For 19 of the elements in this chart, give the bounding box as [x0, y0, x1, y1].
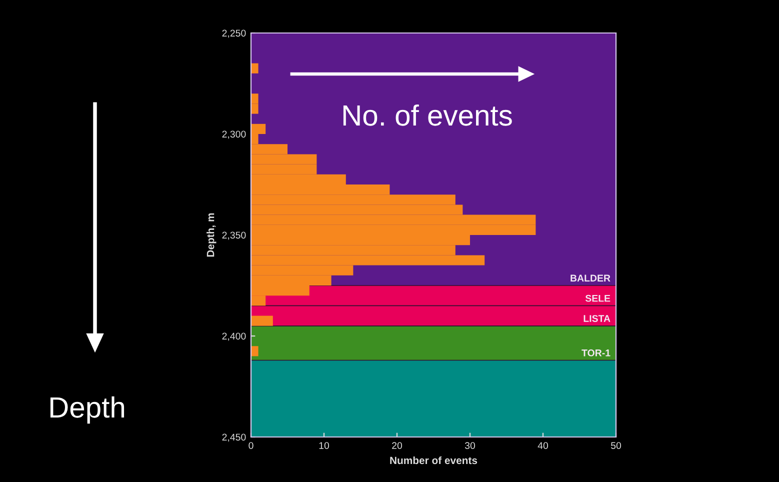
annotation: No. of events: [343, 104, 512, 126]
y-tick-label: 2,450: [222, 434, 246, 442]
y-tick-label: 2,350: [222, 232, 246, 240]
y-tick-label: 2,400: [222, 332, 246, 341]
x-tick-label: 0: [248, 442, 254, 449]
band-label: TOR-1: [582, 349, 610, 356]
text: Depth: [50, 396, 124, 424]
x-tick-label: 50: [610, 442, 622, 449]
x-tick-label: 30: [464, 442, 476, 449]
band-label: LISTA: [584, 315, 610, 322]
x-tick-label: 10: [319, 442, 330, 449]
band-label: BALDER: [570, 274, 610, 282]
y-tick-label: 2,300: [222, 130, 246, 139]
y-axis-title: Depth, m: [206, 213, 216, 257]
band-label: SELE: [585, 294, 610, 302]
x-axis-title: Number of events: [390, 456, 478, 464]
y-tick-label: 2,250: [222, 30, 246, 38]
x-tick-label: 20: [392, 442, 402, 449]
x-tick-label: 40: [538, 442, 548, 449]
